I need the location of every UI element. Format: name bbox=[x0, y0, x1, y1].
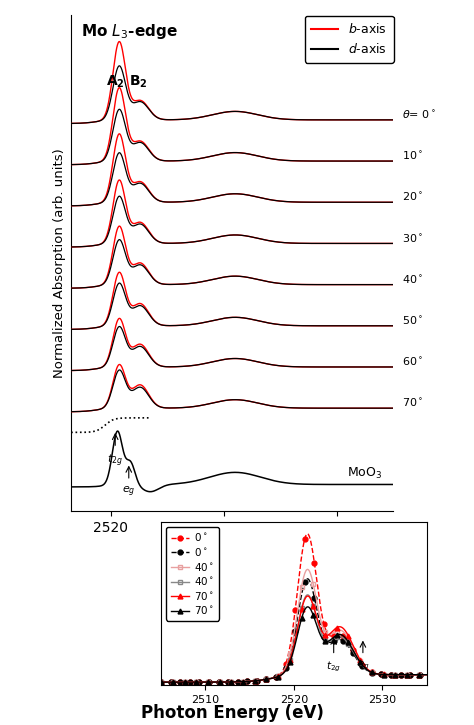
Text: 40$^\circ$: 40$^\circ$ bbox=[402, 274, 423, 286]
Text: 60$^\circ$: 60$^\circ$ bbox=[402, 356, 423, 368]
Text: $e_g$: $e_g$ bbox=[356, 660, 369, 672]
Y-axis label: Normalized Absorption (arb. units): Normalized Absorption (arb. units) bbox=[53, 148, 65, 378]
Text: $\mathbf{B_2}$: $\mathbf{B_2}$ bbox=[128, 73, 147, 90]
Text: $t_{2g}$: $t_{2g}$ bbox=[107, 453, 123, 469]
Text: 20$^\circ$: 20$^\circ$ bbox=[402, 191, 423, 204]
Text: 10$^\circ$: 10$^\circ$ bbox=[402, 150, 423, 162]
Text: Photon Energy (eV): Photon Energy (eV) bbox=[141, 704, 324, 722]
Text: $t_{2g}$: $t_{2g}$ bbox=[326, 660, 341, 674]
Text: MoO$_3$: MoO$_3$ bbox=[347, 466, 382, 481]
Text: $\theta$= 0$^\circ$: $\theta$= 0$^\circ$ bbox=[402, 109, 436, 121]
Text: 50$^\circ$: 50$^\circ$ bbox=[402, 315, 423, 327]
Text: 30$^\circ$: 30$^\circ$ bbox=[402, 233, 423, 244]
Text: Mo $\mathit{L}_3$-edge: Mo $\mathit{L}_3$-edge bbox=[81, 22, 178, 41]
Text: 70$^\circ$: 70$^\circ$ bbox=[402, 397, 423, 410]
Text: $e_g$: $e_g$ bbox=[122, 484, 136, 499]
Legend: 0$^\circ$, 0$^\circ$, 40$^\circ$, 40$^\circ$, 70$^\circ$, 70$^\circ$: 0$^\circ$, 0$^\circ$, 40$^\circ$, 40$^\c… bbox=[166, 527, 219, 621]
Text: $\mathbf{A_2}$: $\mathbf{A_2}$ bbox=[106, 73, 125, 90]
Legend: $b$-axis, $d$-axis: $b$-axis, $d$-axis bbox=[305, 16, 393, 62]
